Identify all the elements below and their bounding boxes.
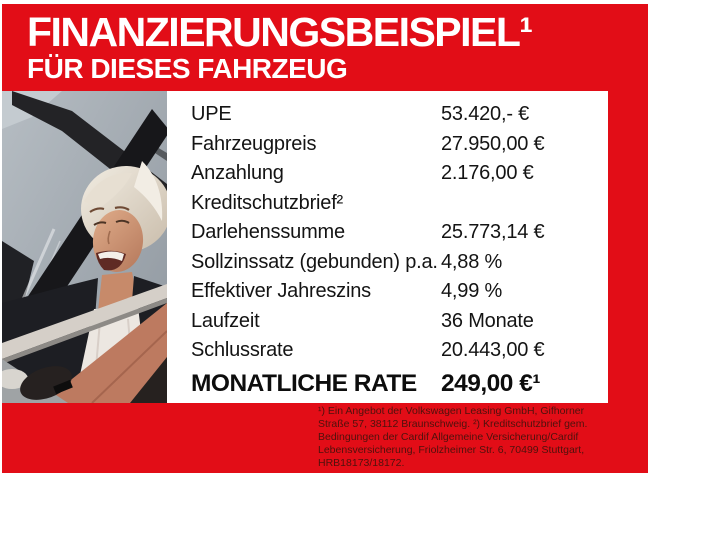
fineprint-line: HRB18173/18172. xyxy=(318,457,405,470)
finance-label: Schlussrate xyxy=(191,339,294,361)
finance-label: Anzahlung xyxy=(191,162,284,184)
finance-value: 27.950,00 € xyxy=(441,132,545,155)
page-subtitle: FÜR DIESES FAHRZEUG xyxy=(27,53,348,84)
finance-label: Effektiver Jahreszins xyxy=(191,280,371,302)
fineprint-line: Lebensversicherung, Friolzheimer Str. 6,… xyxy=(318,444,585,457)
finance-value: 25.773,14 € xyxy=(441,221,545,243)
finance-value: 53.420,- € xyxy=(441,103,530,125)
finance-row: Kreditschutzbrief² xyxy=(191,189,608,219)
finance-row: Effektiver Jahreszins 4,99 % xyxy=(191,277,608,307)
monthly-rate-label: MONATLICHE RATE xyxy=(191,369,417,397)
finance-value: 2.176,00 € xyxy=(441,162,534,184)
monthly-rate-value: 249,00 €¹ xyxy=(441,369,541,397)
finance-row: Anzahlung 2.176,00 € xyxy=(191,159,608,189)
finance-value: 20.443,00 € xyxy=(441,339,545,361)
fineprint-line: ¹) Ein Angebot der Volkswagen Leasing Gm… xyxy=(318,405,585,417)
finance-label: UPE xyxy=(191,103,232,125)
finance-label: Kreditschutzbrief² xyxy=(191,191,344,214)
finance-label: Fahrzeugpreis xyxy=(191,132,317,155)
photo-illustration xyxy=(2,91,167,403)
legal-fineprint: ¹) Ein Angebot der Volkswagen Leasing Gm… xyxy=(318,405,618,470)
page-title: FINANZIERUNGSBEISPIEL¹ xyxy=(27,9,533,55)
car-woman-photo xyxy=(2,91,167,403)
finance-row: Laufzeit 36 Monate xyxy=(191,307,608,337)
finance-row: Schlussrate 20.443,00 € xyxy=(191,336,608,366)
finance-row: UPE 53.420,- € xyxy=(191,100,608,130)
finance-value: 4,99 % xyxy=(441,280,503,302)
monthly-rate-row: MONATLICHE RATE 249,00 €¹ xyxy=(191,367,608,401)
finance-label: Laufzeit xyxy=(191,309,260,332)
finance-row: Fahrzeugpreis 27.950,00 € xyxy=(191,130,608,160)
fineprint-line: Straße 57, 38112 Braunschweig. ²) Kredit… xyxy=(318,418,588,431)
fineprint-line: Bedingungen der Cardif Allgemeine Versic… xyxy=(318,431,579,444)
finance-row: Sollzinssatz (gebunden) p.a. 4,88 % xyxy=(191,248,608,278)
finance-label: Darlehenssumme xyxy=(191,221,345,243)
finance-row: Darlehenssumme 25.773,14 € xyxy=(191,218,608,248)
finance-label: Sollzinssatz (gebunden) p.a. xyxy=(191,250,438,273)
finance-value: 36 Monate xyxy=(441,309,534,332)
financing-panel: UPE 53.420,- € Fahrzeugpreis 27.950,00 €… xyxy=(167,91,608,403)
finance-value: 4,88 % xyxy=(441,250,503,273)
